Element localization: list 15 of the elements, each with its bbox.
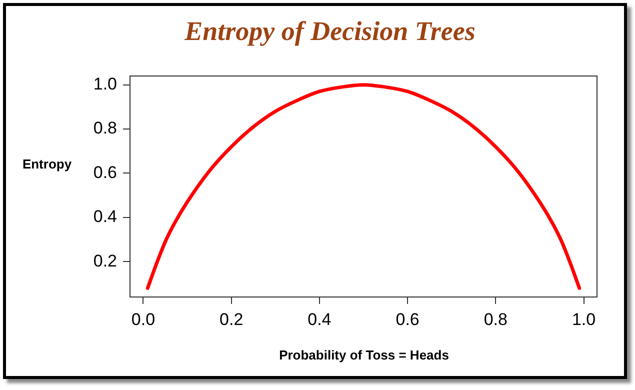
y-tick-label: 0.2 xyxy=(93,251,117,270)
line-series xyxy=(146,83,582,290)
y-tick-label: 1.0 xyxy=(93,74,117,94)
y-tick-label: 0.6 xyxy=(93,162,117,182)
x-tick-label: 0.6 xyxy=(396,310,420,329)
x-tick-label: 1.0 xyxy=(572,310,596,329)
x-axis-title: Probability of Toss = Heads xyxy=(279,348,449,363)
x-tick-label: 0.4 xyxy=(308,310,332,329)
chart-title: Entropy of Decision Trees xyxy=(184,16,476,46)
y-tick-label: 0.8 xyxy=(93,118,117,138)
x-tick-label: 0.2 xyxy=(220,310,244,329)
y-tick-label: 0.4 xyxy=(93,207,117,226)
x-tick-label: 0.0 xyxy=(131,310,156,329)
y-axis-title: Entropy xyxy=(22,156,72,172)
x-tick-label: 0.8 xyxy=(484,310,508,329)
